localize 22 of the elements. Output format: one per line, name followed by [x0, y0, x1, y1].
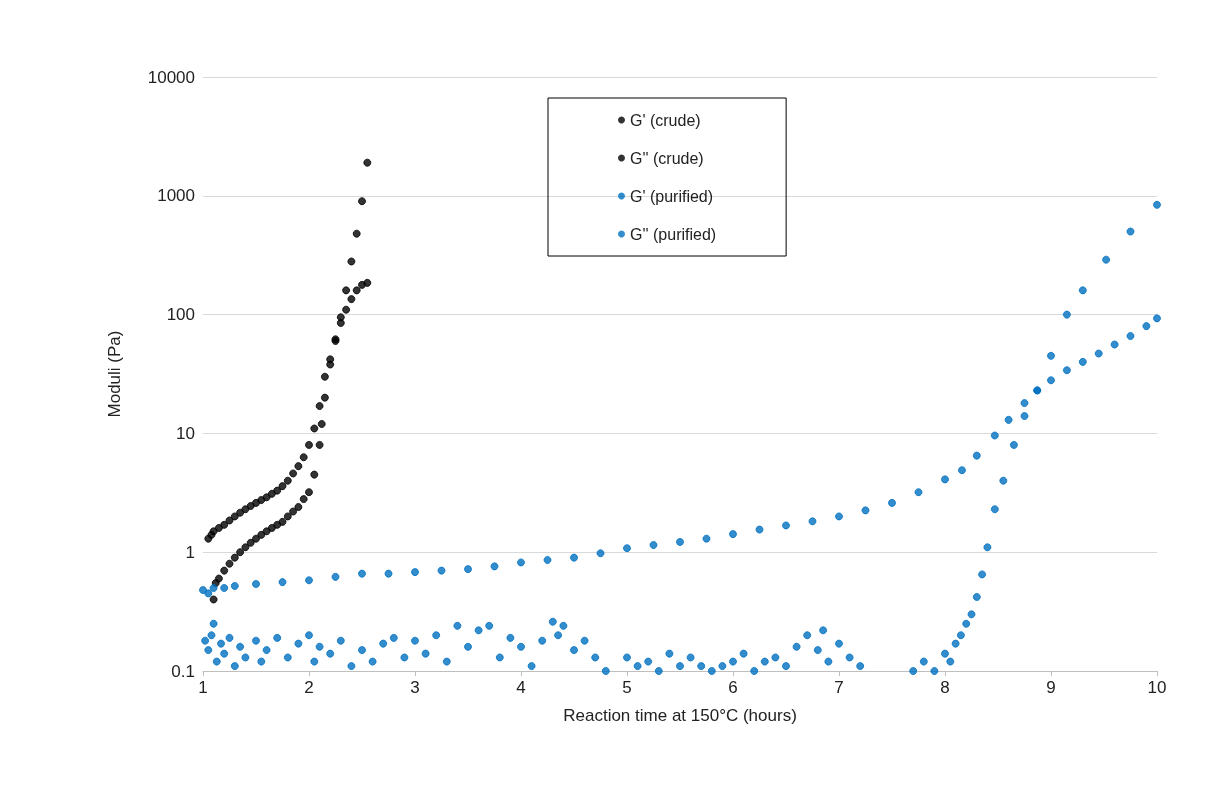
x-axis-title: Reaction time at 150°C (hours) [563, 706, 797, 725]
y-tick-label: 10000 [147, 67, 195, 87]
x-tick-label: 8 [940, 678, 950, 697]
x-tick-label: 3 [410, 678, 420, 697]
y-tick-label: 100 [166, 305, 195, 325]
legend-label: G'' (purified) [630, 225, 717, 243]
x-tick-label: 7 [834, 678, 844, 697]
y-tick-label: 1 [185, 542, 195, 562]
y-axis-title: Moduli (Pa) [105, 330, 124, 418]
legend-label: G'' (crude) [630, 149, 704, 167]
x-tick-label: 6 [728, 678, 738, 697]
legend-label: G' (purified) [630, 187, 714, 205]
y-tick-label: 1000 [157, 186, 195, 206]
x-tick-label: 4 [516, 678, 526, 697]
y-tick-label: 0.1 [171, 661, 195, 681]
x-tick-label: 5 [622, 678, 632, 697]
x-tick-label: 9 [1046, 678, 1056, 697]
y-tick-label: 10 [176, 423, 195, 443]
x-tick-label: 10 [1147, 678, 1167, 697]
legend-label: G' (crude) [630, 111, 701, 129]
x-tick-label: 1 [198, 678, 208, 697]
x-tick-label: 2 [304, 678, 314, 697]
